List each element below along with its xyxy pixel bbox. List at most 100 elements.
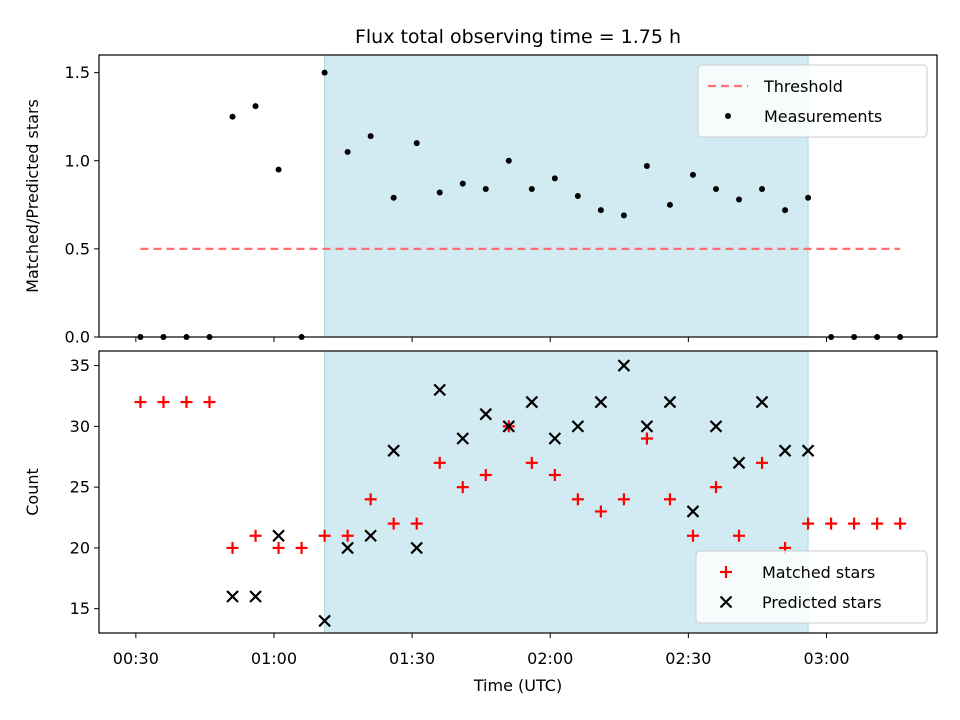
y-axis-label: Matched/Predicted stars xyxy=(23,99,42,293)
data-point xyxy=(571,420,585,433)
data-point xyxy=(802,517,815,530)
data-point xyxy=(712,185,719,192)
data-point xyxy=(733,529,746,542)
data-point xyxy=(709,481,722,494)
data-point xyxy=(686,529,699,542)
data-point xyxy=(226,590,239,603)
legend-swatch xyxy=(720,566,732,578)
y-tick-label: 1.5 xyxy=(65,63,90,82)
legend-label: Measurements xyxy=(764,107,882,126)
data-point xyxy=(364,493,377,506)
data-point xyxy=(620,212,627,219)
data-point xyxy=(203,396,216,409)
data-point xyxy=(387,517,400,530)
data-point xyxy=(755,395,769,409)
y-tick-label: 0.0 xyxy=(65,328,90,347)
data-point xyxy=(459,180,466,187)
data-point xyxy=(482,185,489,192)
data-point xyxy=(344,148,351,155)
x-tick-label: 02:00 xyxy=(527,649,573,668)
y-tick-label: 1.0 xyxy=(65,151,90,170)
data-point xyxy=(594,395,608,409)
data-point xyxy=(525,456,538,469)
data-point xyxy=(318,614,331,628)
data-point xyxy=(433,456,446,469)
data-point xyxy=(782,207,789,214)
data-point xyxy=(456,432,470,445)
axes-frame xyxy=(98,350,938,634)
data-point xyxy=(502,420,516,433)
legend-label: Matched stars xyxy=(762,563,875,582)
data-point xyxy=(871,517,884,530)
data-point xyxy=(525,395,539,409)
data-point xyxy=(456,481,469,494)
y-axis-label: Count xyxy=(23,468,42,516)
data-point xyxy=(410,541,423,555)
data-point xyxy=(275,166,282,173)
x-tick-label: 02:30 xyxy=(665,649,711,668)
data-point xyxy=(571,493,584,506)
data-point xyxy=(364,529,377,543)
data-point xyxy=(756,456,769,469)
data-point xyxy=(249,590,262,603)
data-point xyxy=(709,420,723,433)
x-axis-label: Time (UTC) xyxy=(473,676,562,695)
data-point xyxy=(848,517,861,530)
data-point xyxy=(367,133,374,140)
chart-title: Flux total observing time = 1.75 h xyxy=(355,26,681,48)
data-point xyxy=(341,529,354,542)
data-point xyxy=(479,407,493,421)
data-point xyxy=(226,541,239,554)
data-point xyxy=(894,517,907,530)
data-point xyxy=(436,189,443,196)
data-point xyxy=(663,395,677,409)
legend-label: Predicted stars xyxy=(762,593,882,612)
legend: Threshold Measurements xyxy=(697,64,928,138)
data-point xyxy=(594,505,607,518)
panel-ratio: 0.0 0.5 1.0 1.5 Matched/Predicted stars Thres… xyxy=(23,54,938,347)
data-point xyxy=(249,529,262,542)
data-point xyxy=(617,359,631,372)
y-tick-label: 30 xyxy=(70,417,90,436)
data-point xyxy=(390,194,397,201)
x-tick-label: 01:30 xyxy=(389,649,435,668)
data-point xyxy=(479,468,492,481)
legend-label: Threshold xyxy=(763,77,843,96)
data-point xyxy=(825,517,838,530)
data-point xyxy=(295,541,308,554)
data-point xyxy=(736,196,743,203)
data-point xyxy=(689,171,696,178)
data-point xyxy=(732,456,746,470)
x-tick-label: 00:30 xyxy=(113,649,159,668)
data-point xyxy=(433,383,447,397)
data-point xyxy=(617,493,630,506)
data-point xyxy=(801,444,815,457)
legend-swatch xyxy=(719,595,733,609)
data-point xyxy=(321,69,328,76)
data-point xyxy=(548,468,561,481)
panel-count: 15 20 25 30 35 00:30 01:00 01:30 02:00 02:30 03:00… xyxy=(23,350,938,668)
data-point xyxy=(551,175,558,182)
axes-frame xyxy=(98,54,938,338)
data-point xyxy=(229,113,236,120)
data-point xyxy=(663,493,676,506)
y-tick-label: 15 xyxy=(70,599,90,618)
x-tick-label: 01:00 xyxy=(251,649,297,668)
data-point xyxy=(666,201,673,208)
data-point xyxy=(134,396,147,409)
data-point xyxy=(640,432,653,445)
data-point xyxy=(387,444,400,457)
data-point xyxy=(805,194,812,201)
legend-swatch xyxy=(725,113,731,119)
data-point xyxy=(341,541,354,555)
x-tick-label: 03:00 xyxy=(803,649,849,668)
data-point xyxy=(528,185,535,192)
data-point xyxy=(272,529,285,543)
data-point xyxy=(252,103,259,110)
data-point xyxy=(686,505,700,518)
data-point xyxy=(157,396,170,409)
data-point xyxy=(272,541,285,554)
data-point xyxy=(410,517,423,530)
y-tick-label: 35 xyxy=(70,356,90,375)
